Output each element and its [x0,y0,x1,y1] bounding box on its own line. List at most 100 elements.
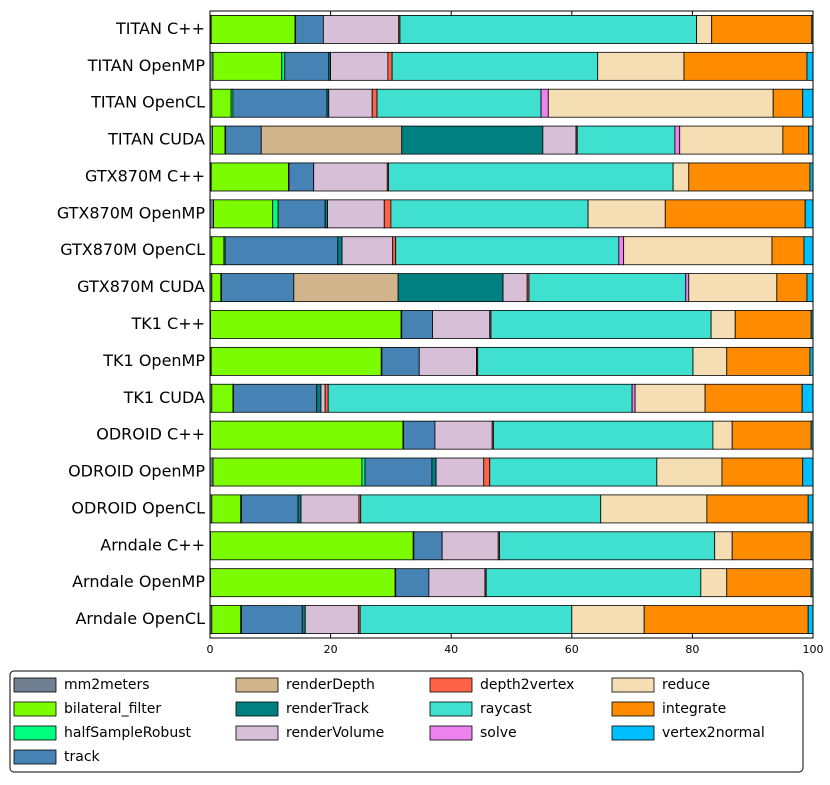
bar-segment [688,162,811,192]
bar-segment [431,457,437,487]
bar-segment [807,494,814,524]
bar-segment [413,531,443,561]
y-tick-label: Arndale C++ [100,535,205,554]
bar-segment [301,605,306,634]
bar-segment [210,162,289,192]
bar-segment [489,457,658,487]
bar-segment [211,383,234,413]
legend-label: track [64,749,101,765]
bar-segment [322,15,400,44]
y-tick-label: TITAN C++ [115,19,205,38]
bar-segment [210,15,296,44]
bar-segment [634,383,706,413]
bar-segment [300,494,360,524]
x-tick-label: 60 [565,643,579,656]
legend-swatch [429,701,473,717]
bar-segment [240,494,299,524]
y-tick-label: ODROID OpenMP [68,462,205,481]
bar-segment [212,125,226,155]
bar-segment [502,273,528,303]
bar-segment [341,236,394,266]
bar-segment [371,88,378,118]
x-tick-label: 20 [324,643,338,656]
bar-segment [211,236,225,266]
bar-segment [435,457,485,487]
bar-segment [390,199,589,229]
y-tick-label: GTX870M CUDA [77,277,205,296]
bar-segment [392,236,397,266]
legend-swatch [611,701,655,717]
bar-segment [806,51,814,81]
y-tick-label: TITAN CUDA [107,130,205,149]
bar-segment [233,383,318,413]
bar-segment [397,273,504,303]
bar-segment [288,162,315,192]
bar-segment [802,88,814,118]
bar-segment [731,420,812,450]
bar-segment [571,605,645,634]
legend-label: mm2meters [64,677,150,693]
y-tick-label: TITAN OpenMP [87,56,206,75]
bar-segment [704,383,803,413]
bar-segment [281,51,286,81]
bar-segment [587,199,666,229]
legend-swatch [235,701,279,717]
bar-segment [360,494,602,524]
bar-segment [631,383,636,413]
legend-label: renderDepth [286,677,375,693]
bar-segment [401,310,433,339]
bar-segment [542,125,577,155]
y-tick-label: TK1 C++ [130,314,205,333]
bar-segment [664,199,806,229]
bar-segment [221,273,295,303]
bar-segment [284,51,330,81]
bar-segment [685,273,690,303]
bar-segment [376,88,542,118]
bar-segment [714,531,733,561]
y-tick-label: GTX870M OpenMP [57,203,206,222]
bar-segment [802,457,814,487]
bar-segment [692,346,728,376]
bar-segment [210,310,402,339]
bar-segment [711,15,813,44]
x-tick-label: 80 [685,643,699,656]
legend-swatch [235,725,279,741]
bar-segment [210,531,414,561]
bar-segment [224,236,339,266]
bar-segment [211,494,242,524]
bar-segment [324,383,329,413]
y-tick-label: TK1 OpenMP [102,351,205,370]
y-tick-label: ODROID C++ [96,425,205,444]
bar-segment [721,457,804,487]
bar-segment [395,236,620,266]
x-tick-label: 0 [207,643,214,656]
bar-segment [772,88,804,118]
bar-segment [304,605,359,634]
bar-segment [618,236,625,266]
bar-segment [403,420,436,450]
bar-segment [683,51,808,81]
bar-segment [576,125,676,155]
legend-label: integrate [662,701,726,717]
bar-segment [808,125,814,155]
bar-segment [600,494,708,524]
x-tick-label: 40 [444,643,458,656]
bar-segment [388,162,674,192]
legend-swatch [611,677,655,693]
legend-swatch [13,725,57,741]
bar-segment [782,125,810,155]
bar-segment [209,199,215,229]
bar-segment [327,383,633,413]
bar-segment [806,273,814,303]
bar-segment [434,420,493,450]
legend-label: halfSampleRobust [64,725,191,741]
bar-segment [383,199,392,229]
bar-segment [643,605,809,634]
bar-segment [547,88,774,118]
legend-label: depth2vertex [480,677,574,693]
legend-box [9,670,804,773]
bar-segment [297,494,302,524]
legend-swatch [13,677,57,693]
legend-label: renderTrack [286,701,370,717]
